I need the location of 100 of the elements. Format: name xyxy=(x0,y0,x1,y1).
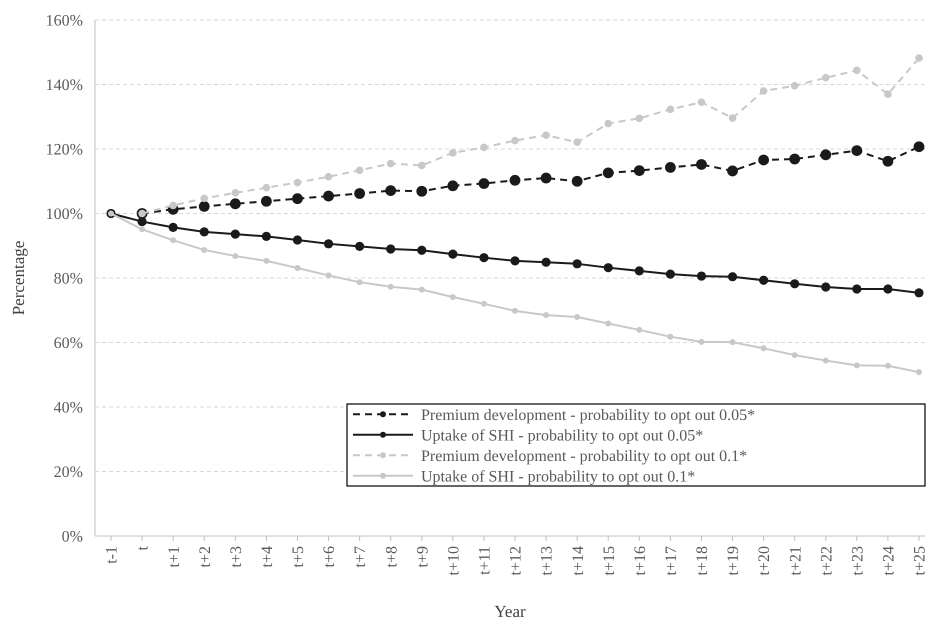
x-tick-label: t-1 xyxy=(104,546,121,564)
x-tick-label: t+7 xyxy=(352,546,370,568)
y-tick-label: 140% xyxy=(46,77,83,94)
point xyxy=(884,362,891,369)
y-tick-label: 40% xyxy=(54,400,83,417)
x-tick-label: t+23 xyxy=(849,546,866,576)
point xyxy=(200,194,208,202)
point xyxy=(356,166,364,174)
x-tick-label: t+2 xyxy=(196,546,214,568)
point xyxy=(914,141,924,152)
x-tick-label: t+3 xyxy=(228,546,245,568)
point xyxy=(636,326,642,333)
point xyxy=(292,235,302,245)
point xyxy=(294,265,300,272)
point xyxy=(789,154,800,164)
point xyxy=(853,66,861,74)
point xyxy=(386,244,396,254)
point xyxy=(666,270,675,279)
point xyxy=(201,246,208,253)
point xyxy=(543,312,550,318)
point xyxy=(262,232,271,241)
x-tick-label: t xyxy=(134,545,152,550)
point xyxy=(263,258,270,264)
point xyxy=(510,256,520,266)
point xyxy=(512,308,518,314)
point xyxy=(418,286,425,293)
y-tick-label: 60% xyxy=(54,335,83,352)
point xyxy=(324,172,332,181)
point xyxy=(605,320,612,326)
point xyxy=(478,178,490,189)
point xyxy=(604,120,612,128)
x-tick-label: t+8 xyxy=(383,546,400,568)
y-tick-label: 80% xyxy=(54,270,83,288)
point xyxy=(914,288,924,298)
x-tick-label: t+5 xyxy=(290,546,308,568)
point xyxy=(388,284,394,290)
x-tick-label: t+22 xyxy=(818,546,836,576)
point xyxy=(385,185,396,196)
point xyxy=(232,189,240,197)
legend-label: Premium development - probability to opt out 0.1* xyxy=(421,448,748,465)
point xyxy=(356,279,363,286)
point xyxy=(354,188,366,199)
point xyxy=(260,196,272,207)
x-tick-label: t+18 xyxy=(694,546,712,576)
point xyxy=(416,186,428,197)
point xyxy=(137,216,147,226)
point xyxy=(852,284,862,294)
y-tick-label: 160% xyxy=(46,12,83,30)
x-tick-label: t+13 xyxy=(538,546,556,576)
x-tick-label: t+6 xyxy=(321,546,338,568)
point xyxy=(882,156,894,167)
point xyxy=(169,202,177,210)
point xyxy=(418,162,426,170)
point xyxy=(727,166,738,176)
point xyxy=(417,246,426,255)
x-tick-label: t+25 xyxy=(912,546,929,576)
point xyxy=(230,230,240,239)
point xyxy=(232,253,238,260)
point xyxy=(230,198,241,210)
y-axis-title: Percentage xyxy=(9,240,28,316)
point xyxy=(854,362,860,368)
point xyxy=(604,263,613,272)
x-tick-label: t+15 xyxy=(600,546,618,576)
y-tick-label: 0% xyxy=(62,528,83,546)
point xyxy=(448,250,458,259)
point xyxy=(572,176,583,187)
point xyxy=(883,284,893,294)
point xyxy=(386,160,394,168)
point xyxy=(542,131,550,139)
legend-label: Uptake of SHI - probability to opt out 0.1* xyxy=(421,468,696,486)
point xyxy=(479,253,489,262)
x-tick-label: t+4 xyxy=(258,546,276,568)
x-tick-label: t+9 xyxy=(414,546,432,568)
point xyxy=(758,154,770,166)
point xyxy=(667,334,674,340)
point xyxy=(636,114,644,122)
point xyxy=(884,90,892,98)
point xyxy=(541,258,551,267)
x-tick-label: t+24 xyxy=(880,546,898,576)
x-tick-label: t+19 xyxy=(725,546,742,576)
point xyxy=(540,172,552,184)
point xyxy=(326,272,332,278)
point xyxy=(696,271,706,281)
legend-label: Premium development - probability to opt out 0.05* xyxy=(421,406,756,424)
point xyxy=(168,222,178,232)
point xyxy=(822,74,830,82)
point xyxy=(916,369,922,376)
x-tick-label: t+10 xyxy=(445,546,462,576)
point xyxy=(821,282,830,292)
point xyxy=(139,226,146,232)
point xyxy=(851,145,862,156)
y-tick-label: 100% xyxy=(46,206,83,224)
point xyxy=(728,272,738,282)
point xyxy=(200,227,209,236)
point xyxy=(510,174,520,186)
point xyxy=(698,338,704,345)
point xyxy=(664,162,676,173)
x-tick-label: t+21 xyxy=(787,546,804,576)
point xyxy=(355,242,364,251)
point xyxy=(292,193,303,204)
